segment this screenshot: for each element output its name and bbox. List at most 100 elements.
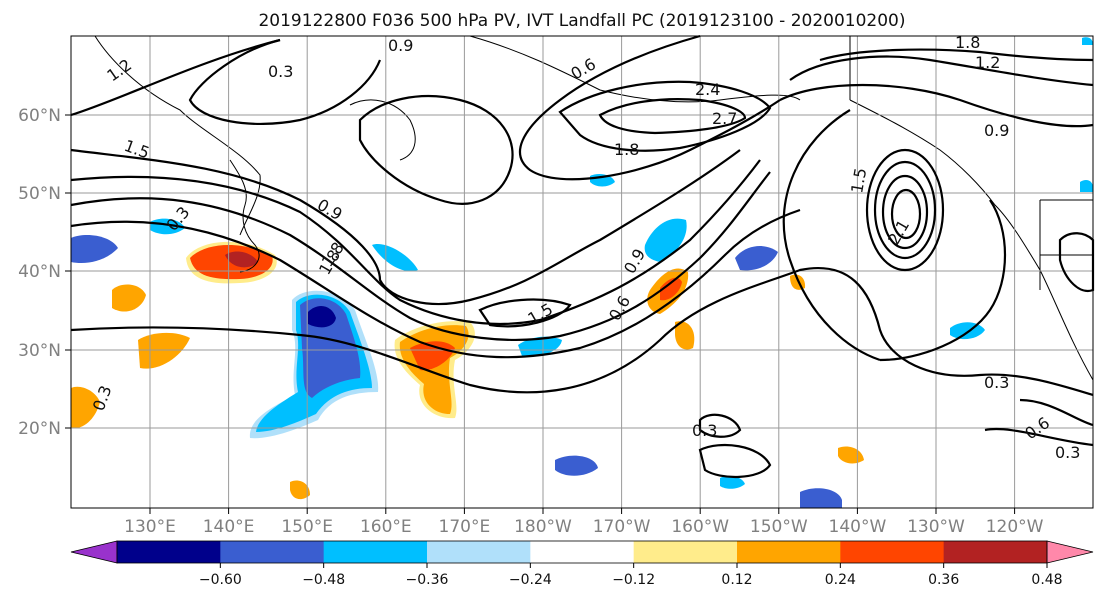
contour-label: 1.5	[847, 166, 870, 194]
pv-contour	[70, 148, 741, 306]
colorbar-tick-label: 0.12	[721, 572, 752, 588]
pv-contour	[70, 208, 801, 359]
pv-contour	[698, 443, 772, 479]
colorbar-tick-label: −0.48	[302, 572, 345, 588]
pv-contour	[890, 188, 922, 240]
colorbar: −0.60 −0.48 −0.36 −0.24 −0.12 0.12 0.24 0.36 0.4…	[70, 540, 1094, 588]
colorbar-tick-label: −0.60	[199, 572, 242, 588]
contour-label: 0.3	[692, 421, 717, 440]
ivt-negative-region	[518, 336, 562, 357]
colorbar-segment	[220, 541, 325, 563]
longitude-tick-label: 170°W	[593, 517, 651, 537]
pv-contour	[865, 148, 945, 272]
contour-label: 1.8	[614, 140, 639, 159]
latitude-ticks: 60°N 50°N 40°N 30°N 20°N	[18, 106, 71, 439]
longitude-tick-label: 130°W	[907, 517, 965, 537]
ivt-negative-region	[1082, 37, 1093, 45]
border-line	[1039, 199, 1093, 290]
colorbar-max-extension	[1046, 540, 1094, 564]
pv-contour	[358, 94, 514, 205]
ivt-negative-region	[372, 244, 418, 272]
asia-coastline	[94, 35, 261, 236]
longitude-tick-label: 140°W	[829, 517, 887, 537]
kamchatka-coastline	[349, 99, 416, 161]
colorbar-tick-label: 0.48	[1031, 572, 1062, 588]
contour-label: 0.9	[388, 36, 413, 55]
ivt-negative-region	[71, 235, 118, 264]
contour-label: 0.3	[984, 373, 1009, 392]
longitude-tick-label: 140°E	[203, 517, 255, 537]
contour-label: 2.7	[712, 109, 737, 128]
longitude-tick-label: 150°E	[281, 517, 333, 537]
pv-contour	[782, 109, 881, 362]
pv-contour	[188, 38, 382, 126]
longitude-tick-label: 160°E	[360, 517, 412, 537]
ivt-negative-region	[308, 306, 336, 328]
colorbar-segment	[737, 541, 841, 563]
longitude-tick-label: 150°W	[750, 517, 808, 537]
colorbar-tick-label: 0.24	[825, 572, 856, 588]
colorbar-min-extension	[70, 540, 118, 564]
pv-contour	[70, 38, 281, 117]
map-panel: 0.9 1.2 0.3 1.5 0.6 0.9 2.4 2.7 1.8 1.5 …	[70, 33, 1095, 509]
pv-contour	[873, 160, 937, 260]
contour-label: 1.2	[975, 53, 1000, 72]
colorbar-tick-label: −0.24	[509, 572, 552, 588]
pv-contour	[984, 427, 1094, 447]
ivt-negative-region	[555, 455, 598, 476]
longitude-tick-label: 120°W	[986, 517, 1044, 537]
pv-contour	[881, 174, 929, 250]
pv-contour	[819, 48, 1094, 62]
pv-contour	[70, 159, 761, 325]
pv-contour	[879, 199, 1007, 362]
pv-contour	[789, 55, 1094, 87]
colorbar-segment	[840, 541, 945, 563]
ivt-positive-region	[290, 480, 310, 500]
ivt-negative-region	[800, 488, 842, 508]
ivt-shading	[71, 37, 1093, 508]
japan-coastline	[229, 159, 260, 273]
latitude-tick-label: 60°N	[18, 106, 61, 126]
pv-contour	[478, 298, 572, 328]
colorbar-segment	[323, 541, 428, 563]
pv-contour	[70, 267, 1094, 397]
colorbar-segment	[530, 541, 635, 563]
ivt-negative-region	[720, 476, 745, 489]
ivt-negative-region	[1080, 180, 1093, 192]
pv-contour	[558, 80, 772, 152]
na-coastline	[849, 99, 1094, 381]
contour-label: 0.3	[1055, 443, 1080, 462]
longitude-ticks: 130°E 140°E 150°E 160°E 170°E 180°W 170°W 160°W…	[124, 508, 1044, 537]
colorbar-tick-label: −0.12	[612, 572, 655, 588]
colorbar-segment	[633, 541, 738, 563]
longitude-tick-label: 180°W	[514, 517, 572, 537]
contour-label: 2.4	[695, 80, 720, 99]
pv-contours	[70, 34, 1095, 479]
pv-contour	[698, 413, 742, 438]
latitude-tick-label: 40°N	[18, 262, 61, 282]
pv-contour	[1019, 398, 1094, 427]
latitude-tick-label: 30°N	[18, 341, 61, 361]
ivt-positive-region	[138, 332, 190, 369]
colorbar-frame	[116, 540, 1048, 564]
ivt-positive-region	[675, 321, 695, 350]
pv-contour	[598, 98, 747, 135]
longitude-tick-label: 170°E	[439, 517, 491, 537]
longitude-tick-label: 160°W	[671, 517, 729, 537]
map-title: 2019122800 F036 500 hPa PV, IVT Landfall…	[258, 11, 905, 31]
ivt-positive-region	[112, 284, 146, 312]
ivt-positive-region	[660, 277, 682, 301]
ivt-negative-region	[644, 218, 687, 262]
colorbar-segment	[427, 541, 531, 563]
map-frame	[70, 35, 1094, 509]
contour-label: 0.9	[984, 121, 1009, 140]
colorbar-tick-label: 0.36	[928, 572, 959, 588]
colorbar-tick-label: −0.36	[406, 572, 449, 588]
latitude-tick-label: 50°N	[18, 184, 61, 204]
colorbar-segment	[117, 541, 221, 563]
ivt-positive-region	[71, 386, 100, 429]
pv-contour	[779, 83, 1094, 128]
contour-label: 1.8	[955, 33, 980, 52]
longitude-tick-label: 130°E	[124, 517, 176, 537]
latitude-tick-label: 20°N	[18, 419, 61, 439]
